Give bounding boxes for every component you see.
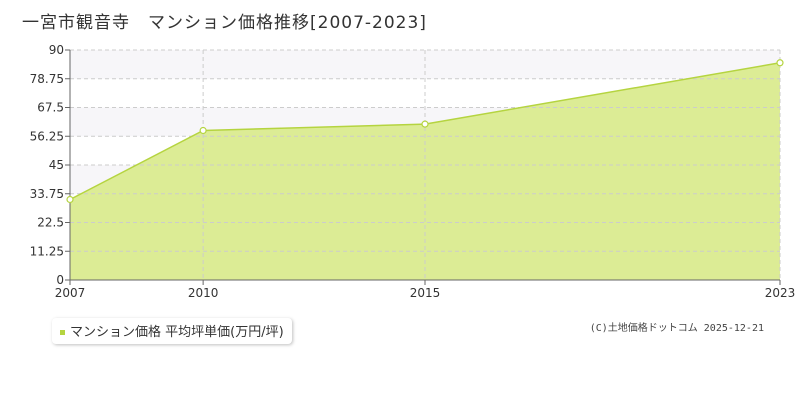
legend: マンション価格 平均坪単価(万円/坪): [52, 318, 292, 344]
y-tick-label: 45: [49, 158, 64, 172]
y-tick-label: 11.25: [30, 244, 64, 258]
legend-label: マンション価格 平均坪単価(万円/坪): [70, 325, 284, 340]
data-point: [421, 120, 429, 128]
x-tick-label: 2015: [410, 286, 441, 300]
y-tick-label: 0: [56, 273, 64, 287]
y-tick-label: 22.5: [37, 216, 64, 230]
y-tick-label: 67.5: [37, 101, 64, 115]
data-point: [66, 195, 74, 204]
legend-swatch: [60, 330, 65, 335]
x-tick-label: 2010: [188, 286, 219, 300]
y-tick-label: 90: [49, 43, 64, 57]
series-line: [69, 62, 781, 201]
x-tick-label: 2023: [765, 286, 796, 300]
data-point: [199, 126, 207, 135]
y-tick-label: 78.75: [30, 72, 64, 86]
data-point: [776, 59, 784, 67]
y-tick-label: 56.25: [30, 129, 64, 143]
chart-title: 一宮市観音寺 マンション価格推移[2007-2023]: [22, 13, 427, 33]
y-tick-label: 33.75: [30, 187, 64, 201]
x-tick-label: 2007: [55, 286, 86, 300]
credit-text: (C)土地価格ドットコム 2025-12-21: [589, 323, 764, 334]
